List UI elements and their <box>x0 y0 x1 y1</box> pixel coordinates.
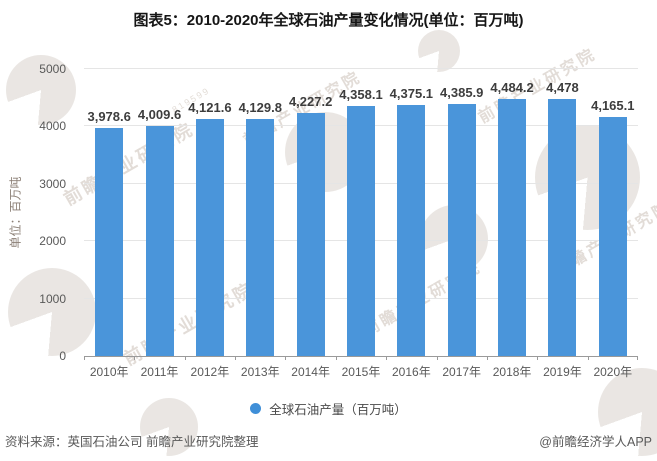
bar-value-label: 4,385.9 <box>440 85 484 101</box>
y-axis-title-text: 单位：百万吨 <box>8 176 23 249</box>
x-tick-label: 2013年 <box>240 365 280 379</box>
x-tick-label: 2016年 <box>391 365 431 379</box>
bar <box>95 127 124 356</box>
bar-value-label: 4,165.1 <box>591 97 635 113</box>
x-tick-label: 2018年 <box>492 365 532 379</box>
bar <box>195 119 224 356</box>
footer: 资料来源：英国石油公司 前瞻产业研究院整理 @前瞻经济学人APP <box>5 431 652 450</box>
bar <box>397 104 426 356</box>
bar-column: 4,165.1 2020年 <box>588 69 638 379</box>
bar <box>296 113 325 356</box>
gridline <box>84 68 638 69</box>
x-axis-tick <box>436 356 438 360</box>
bar-value-label: 4,121.6 <box>188 100 232 116</box>
bar <box>447 104 476 356</box>
bar-value-label: 4,227.2 <box>288 94 333 110</box>
bar-value-label: 4,375.1 <box>389 85 434 101</box>
x-tick-label: 2014年 <box>291 365 330 379</box>
bar-column: 3,978.6 2010年 <box>84 69 134 379</box>
bar <box>145 125 174 356</box>
bar-column: 4,478 2019年 <box>537 69 587 379</box>
bar <box>598 116 627 356</box>
x-axis-tick <box>235 356 237 360</box>
bar-column: 4,375.1 2016年 <box>386 69 436 379</box>
bar <box>498 98 527 356</box>
bar-column: 4,009.6 2011年 <box>134 69 184 379</box>
x-axis-tick <box>637 356 638 360</box>
bar-value-label: 4,009.6 <box>137 106 182 122</box>
bar-value-label: 4,478 <box>546 79 579 95</box>
x-tick-label: 2017年 <box>442 365 482 379</box>
bar-column: 4,358.1 2015年 <box>336 69 386 379</box>
x-tick-label: 2020年 <box>593 365 633 379</box>
x-tick-label: 2015年 <box>341 365 381 379</box>
bar <box>346 105 375 356</box>
watermark-logo-icon <box>418 30 460 72</box>
x-axis-tick <box>285 356 287 360</box>
x-axis-tick <box>134 356 136 360</box>
x-axis-tick <box>184 356 186 360</box>
bar <box>548 98 577 356</box>
bar-column: 4,227.2 2014年 <box>285 69 335 379</box>
bar-column: 4,129.8 2013年 <box>235 69 285 379</box>
x-axis-tick <box>587 356 589 360</box>
legend-label: 全球石油产量（百万吨） <box>269 403 407 417</box>
x-tick-label: 2012年 <box>190 365 230 379</box>
legend-dot-icon <box>250 403 262 414</box>
bar-value-label: 3,978.6 <box>87 108 131 124</box>
plot-area: 3,978.6 2010年 4,009.6 2011年 4,121.6 2012年 4,12… <box>84 68 638 379</box>
x-axis-tick <box>486 356 488 360</box>
legend: 全球石油产量（百万吨） <box>0 399 657 418</box>
bar-value-label: 4,358.1 <box>339 86 383 102</box>
bar-value-label: 4,484.2 <box>490 79 534 95</box>
source-note: 资料来源：英国石油公司 前瞻产业研究院整理 <box>5 435 259 449</box>
credit-note: @前瞻经济学人APP <box>539 435 652 449</box>
chart-title: 图表5：2010-2020年全球石油产量变化情况(单位：百万吨) <box>133 12 524 29</box>
x-axis-tick <box>386 356 388 360</box>
bar <box>246 118 275 356</box>
x-axis-tick <box>335 356 337 360</box>
x-tick-label: 2011年 <box>140 365 179 379</box>
x-tick-label: 2019年 <box>543 365 582 379</box>
bar-value-label: 4,129.8 <box>238 99 282 115</box>
x-tick-label: 2010年 <box>89 365 129 379</box>
bar-column: 4,385.9 2017年 <box>437 69 487 379</box>
bar-column: 4,484.2 2018年 <box>487 69 537 379</box>
y-axis-title: 单位：百万吨 <box>2 69 28 356</box>
x-axis-tick <box>84 356 85 360</box>
x-axis-tick <box>537 356 539 360</box>
bar-column: 4,121.6 2012年 <box>185 69 235 379</box>
